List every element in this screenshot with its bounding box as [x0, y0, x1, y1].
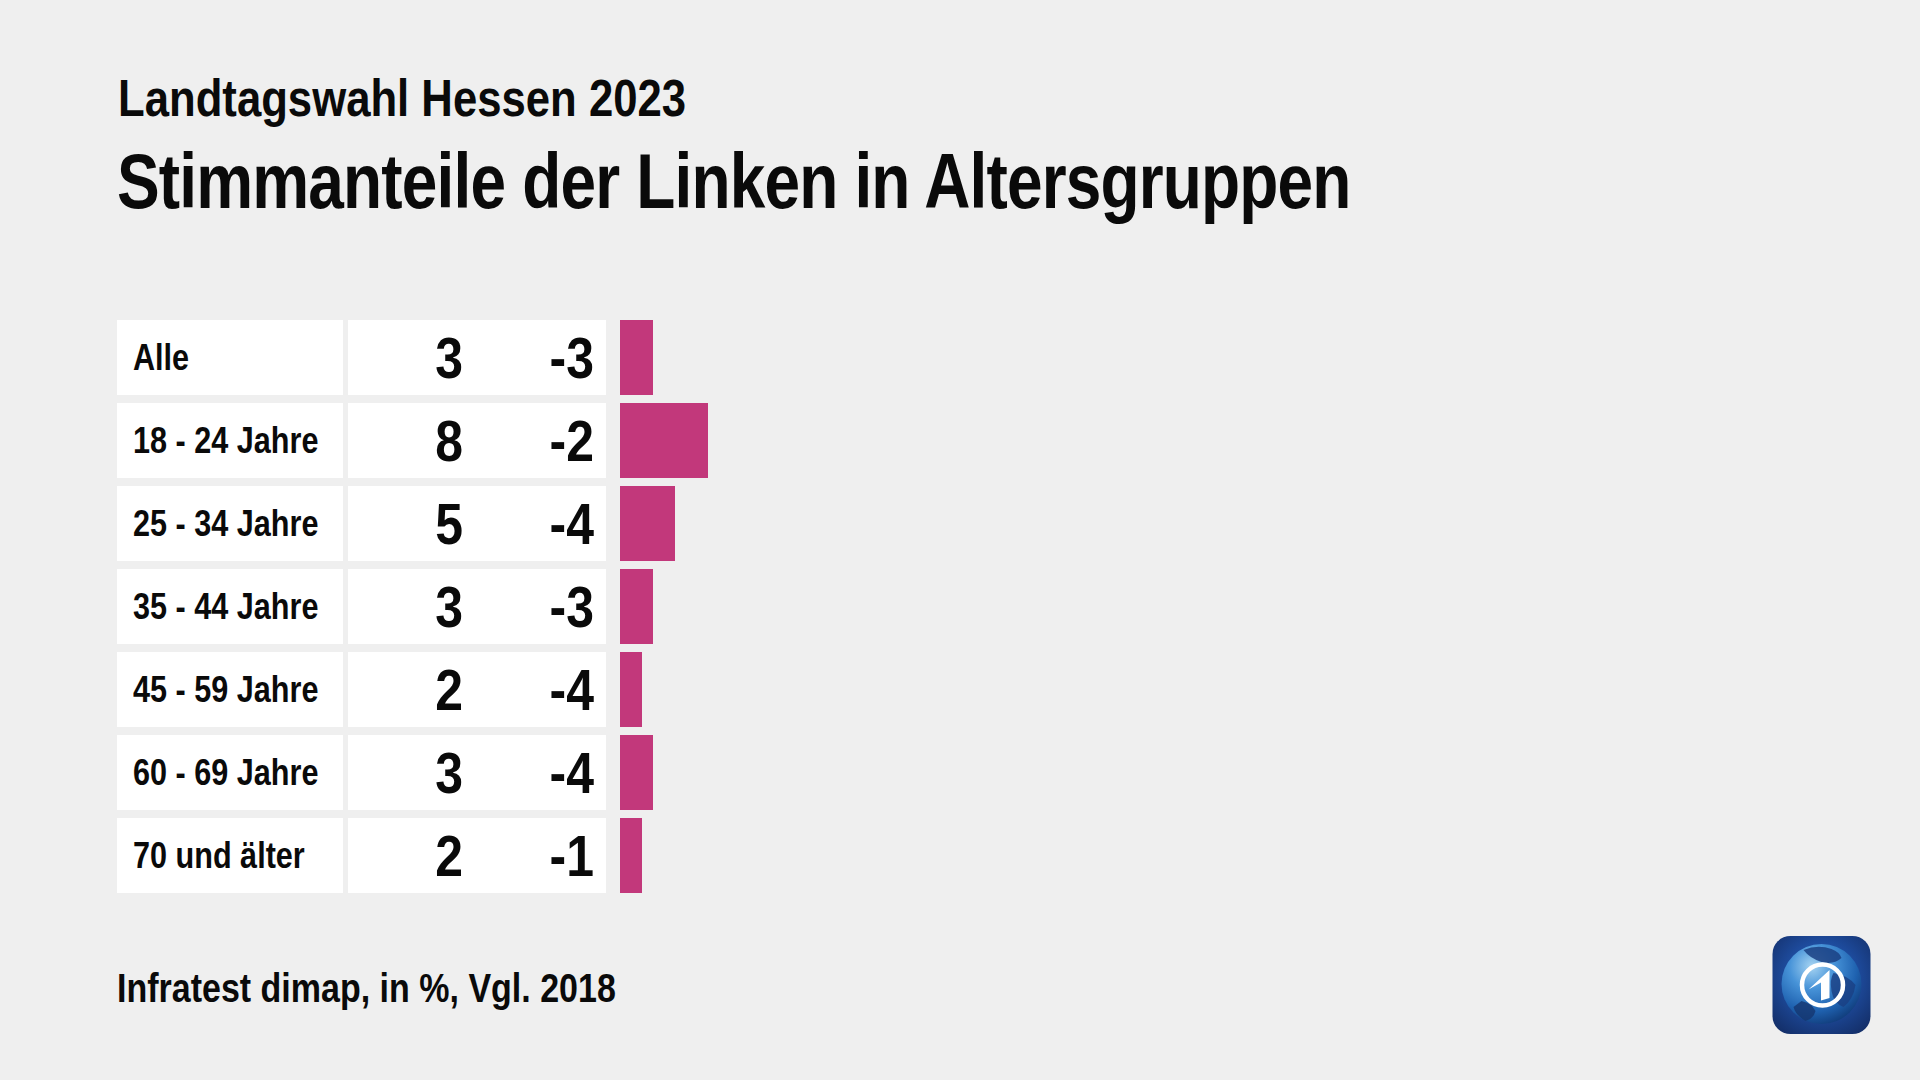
table-row: 60 - 69 Jahre 3 -4 [117, 735, 708, 810]
value-change: -4 [482, 661, 600, 719]
table-row: 45 - 59 Jahre 2 -4 [117, 652, 708, 727]
age-group-cell: 25 - 34 Jahre [117, 486, 343, 561]
value-change: -3 [482, 578, 600, 636]
age-group-label: 25 - 34 Jahre [133, 506, 318, 542]
value-percent: 8 [364, 412, 463, 470]
age-group-label: 70 und älter [133, 838, 305, 874]
value-percent: 5 [364, 495, 463, 553]
values-cell: 3 -3 [348, 569, 606, 644]
age-group-cell: Alle [117, 320, 343, 395]
value-change: -2 [482, 412, 600, 470]
table-row: 70 und älter 2 -1 [117, 818, 708, 893]
value-change: -4 [482, 495, 600, 553]
value-bar [620, 486, 675, 561]
values-cell: 5 -4 [348, 486, 606, 561]
value-percent: 3 [364, 329, 463, 387]
values-cell: 3 -4 [348, 735, 606, 810]
values-cell: 2 -4 [348, 652, 606, 727]
age-group-label: 45 - 59 Jahre [133, 672, 318, 708]
ard-logo-icon [1771, 935, 1872, 1035]
value-change: -1 [482, 827, 600, 885]
value-bar [620, 818, 642, 893]
infographic-canvas: Landtagswahl Hessen 2023 Stimmanteile de… [0, 0, 1920, 1080]
value-percent: 2 [364, 661, 463, 719]
values-cell: 2 -1 [348, 818, 606, 893]
age-group-label: 35 - 44 Jahre [133, 589, 318, 625]
table-row: Alle 3 -3 [117, 320, 708, 395]
age-group-label: 18 - 24 Jahre [133, 423, 318, 459]
value-percent: 2 [364, 827, 463, 885]
value-bar [620, 569, 653, 644]
source-note: Infratest dimap, in %, Vgl. 2018 [117, 968, 616, 1008]
table-row: 18 - 24 Jahre 8 -2 [117, 403, 708, 478]
value-percent: 3 [364, 578, 463, 636]
age-group-label: Alle [133, 340, 189, 376]
age-group-cell: 70 und älter [117, 818, 343, 893]
values-cell: 8 -2 [348, 403, 606, 478]
age-group-cell: 60 - 69 Jahre [117, 735, 343, 810]
age-group-cell: 35 - 44 Jahre [117, 569, 343, 644]
value-change: -3 [482, 329, 600, 387]
chart-kicker: Landtagswahl Hessen 2023 [118, 72, 686, 124]
chart-table: Alle 3 -3 18 - 24 Jahre 8 -2 25 - 34 Jah… [117, 320, 708, 893]
table-row: 25 - 34 Jahre 5 -4 [117, 486, 708, 561]
value-bar [620, 320, 653, 395]
age-group-label: 60 - 69 Jahre [133, 755, 318, 791]
value-bar [620, 403, 708, 478]
table-row: 35 - 44 Jahre 3 -3 [117, 569, 708, 644]
value-change: -4 [482, 744, 600, 802]
value-bar [620, 652, 642, 727]
values-cell: 3 -3 [348, 320, 606, 395]
chart-title: Stimmanteile der Linken in Altersgruppen [117, 142, 1351, 220]
value-percent: 3 [364, 744, 463, 802]
age-group-cell: 18 - 24 Jahre [117, 403, 343, 478]
age-group-cell: 45 - 59 Jahre [117, 652, 343, 727]
value-bar [620, 735, 653, 810]
